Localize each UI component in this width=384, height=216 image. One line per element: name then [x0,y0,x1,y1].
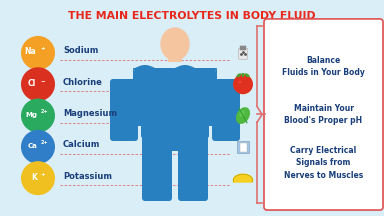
Ellipse shape [238,81,242,83]
FancyBboxPatch shape [212,79,240,141]
Text: Maintain Your
Blood's Proper pH: Maintain Your Blood's Proper pH [285,104,362,125]
Polygon shape [133,68,217,86]
Ellipse shape [161,28,189,60]
FancyBboxPatch shape [240,143,247,152]
Ellipse shape [21,161,55,195]
FancyBboxPatch shape [142,130,172,201]
FancyBboxPatch shape [110,79,138,141]
Text: Cl: Cl [28,79,36,88]
Ellipse shape [244,73,250,77]
FancyBboxPatch shape [168,48,182,62]
Text: +: + [41,172,45,177]
Ellipse shape [236,73,242,77]
Text: Chlorine: Chlorine [63,78,103,87]
Ellipse shape [233,74,253,94]
FancyBboxPatch shape [178,130,208,201]
Ellipse shape [239,110,245,117]
Ellipse shape [21,130,55,164]
FancyBboxPatch shape [238,48,248,59]
Text: Na: Na [24,48,36,56]
Polygon shape [145,134,205,151]
Ellipse shape [236,107,250,124]
Text: Balance
Fluids in Your Body: Balance Fluids in Your Body [282,56,365,77]
Polygon shape [133,68,143,126]
Text: Mg: Mg [25,111,37,118]
Text: 2+: 2+ [40,109,48,114]
FancyBboxPatch shape [240,46,246,50]
Text: Carry Electrical
Signals from
Nerves to Muscles: Carry Electrical Signals from Nerves to … [284,146,363,180]
FancyBboxPatch shape [237,141,249,153]
FancyBboxPatch shape [242,73,244,77]
Text: THE MAIN ELECTROLYTES IN BODY FLUID: THE MAIN ELECTROLYTES IN BODY FLUID [68,11,316,21]
Polygon shape [233,174,253,182]
FancyBboxPatch shape [141,82,209,138]
Polygon shape [207,68,217,126]
Ellipse shape [21,36,55,70]
Text: K: K [31,173,37,182]
Polygon shape [143,86,207,116]
FancyBboxPatch shape [264,19,383,210]
Text: −: − [41,78,45,83]
Text: +: + [41,46,45,51]
Ellipse shape [21,67,55,101]
Text: Ca: Ca [27,143,37,149]
Text: Sodium: Sodium [63,46,98,56]
Polygon shape [135,65,215,86]
Text: Calcium: Calcium [63,140,100,149]
Text: 2+: 2+ [40,140,48,145]
Text: Magnesium: Magnesium [63,109,117,118]
Text: Potassium: Potassium [63,172,112,181]
Ellipse shape [21,98,55,133]
